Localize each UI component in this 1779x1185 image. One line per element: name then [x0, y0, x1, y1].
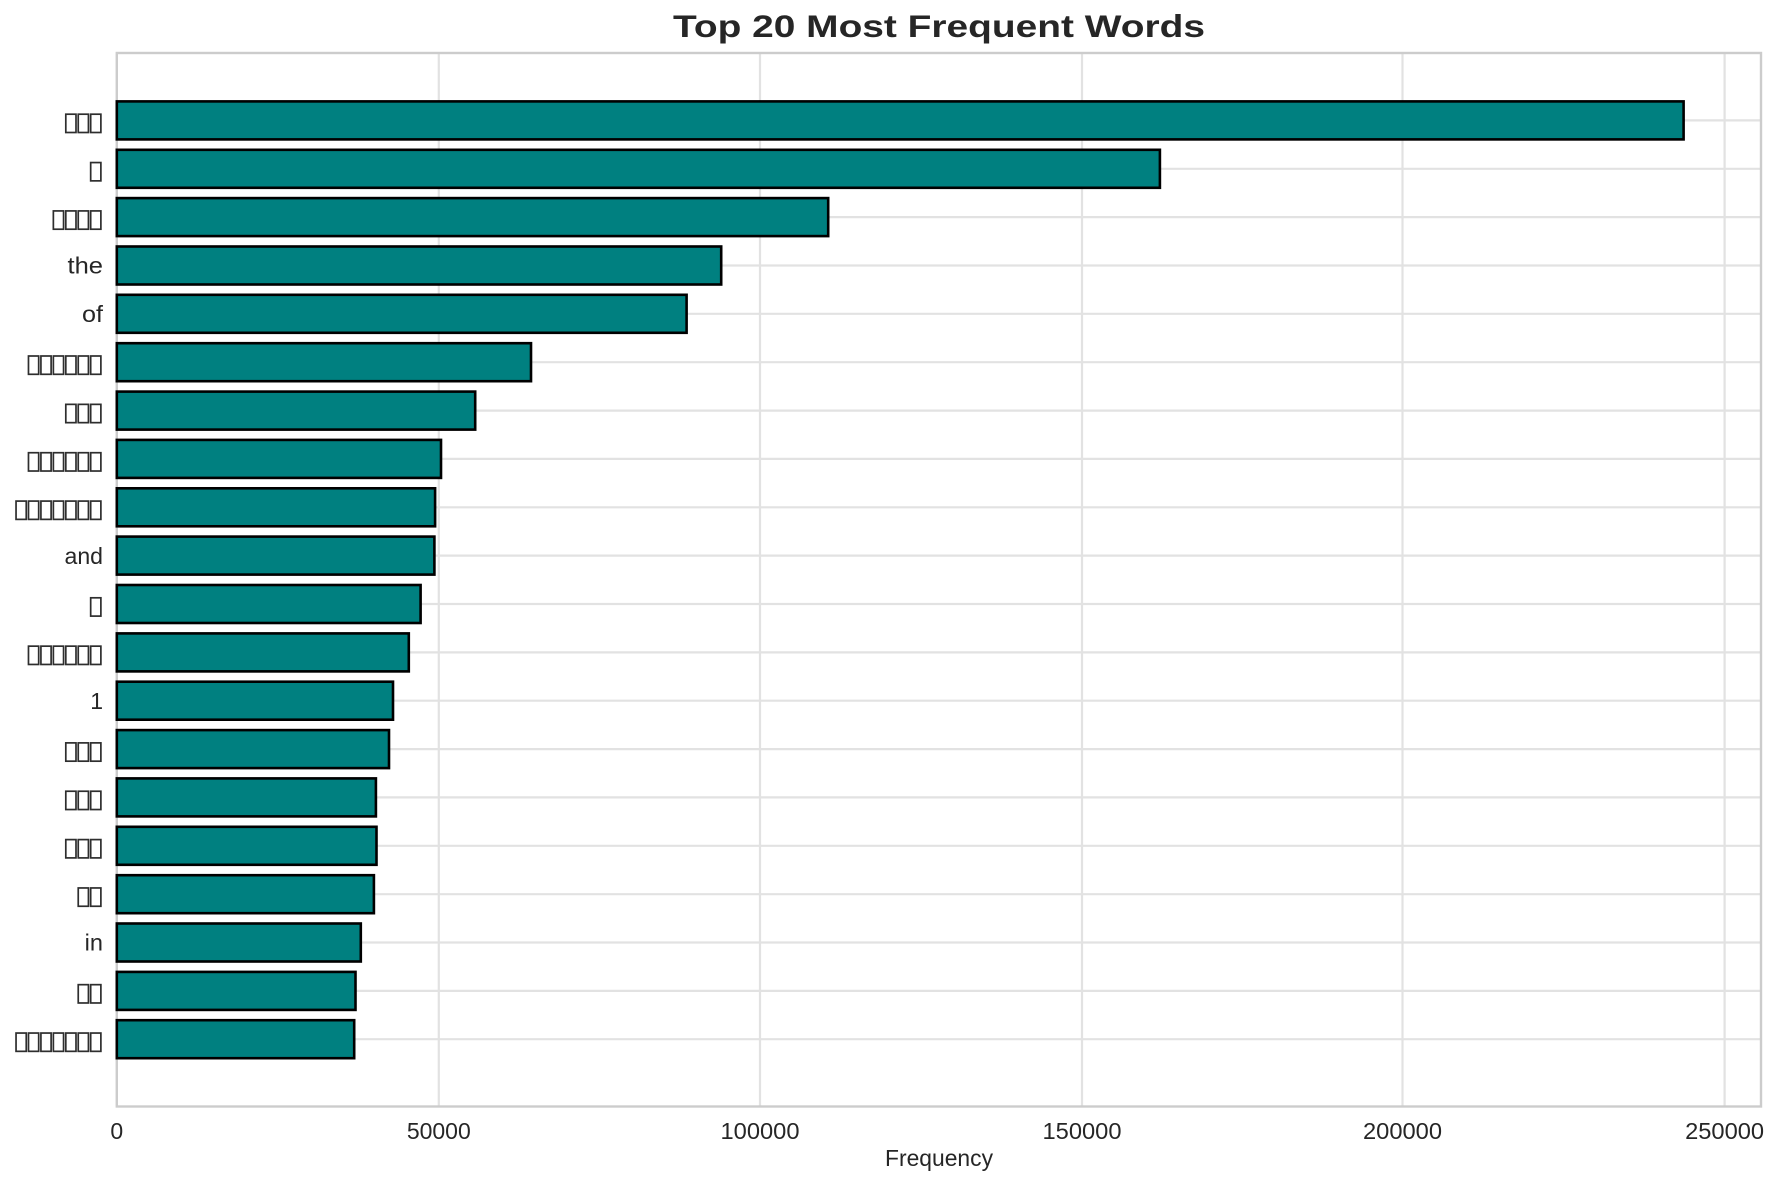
- svg-text:of: of: [82, 301, 104, 327]
- svg-text:1: 1: [90, 688, 103, 714]
- svg-text:0: 0: [110, 1118, 123, 1144]
- svg-text:250000: 250000: [1685, 1118, 1764, 1144]
- svg-text:in: in: [85, 930, 103, 956]
- svg-text:Top 20 Most Frequent Words: Top 20 Most Frequent Words: [673, 8, 1205, 44]
- svg-text:200000: 200000: [1363, 1118, 1442, 1144]
- svg-text:50000: 50000: [407, 1118, 471, 1144]
- svg-text:and: and: [65, 543, 104, 569]
- svg-text:Frequency: Frequency: [885, 1145, 993, 1171]
- svg-text:150000: 150000: [1043, 1118, 1122, 1144]
- svg-text:the: the: [68, 253, 104, 279]
- svg-text:100000: 100000: [721, 1118, 800, 1144]
